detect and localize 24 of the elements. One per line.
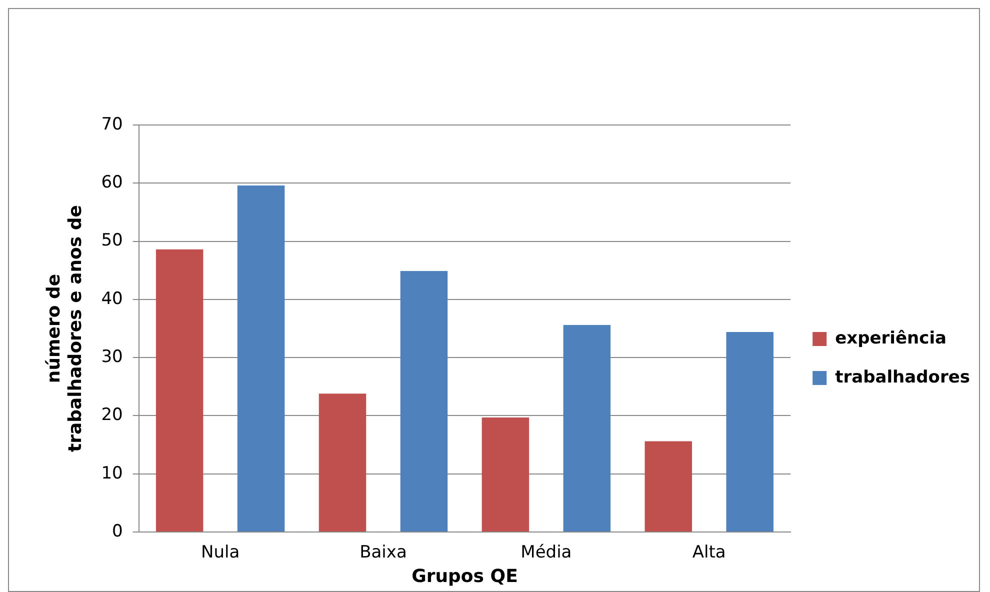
y-tick-label: 40 [101,288,123,309]
y-tick-label: 60 [101,172,123,193]
y-tick-label: 0 [112,521,123,542]
x-tick-label: Baixa [360,542,407,563]
y-tick-label: 50 [101,230,123,251]
bar [237,185,285,532]
y-axis-title: número de trabalhadores e anos de [43,205,86,452]
legend-label: trabalhadores [835,367,970,388]
x-tick-label: Média [520,542,572,563]
bar [563,325,611,532]
bar [644,441,692,532]
x-tick-label: Nula [200,542,240,563]
bar [482,417,530,532]
bar [156,249,204,532]
y-tick-label: 10 [101,463,123,484]
bar [318,394,366,532]
y-tick-label: 30 [101,346,123,367]
y-tick-label: 70 [101,114,123,134]
y-tick-label: 20 [101,405,123,426]
x-axis-title: Grupos QE [412,566,518,587]
x-tick-label: Alta [692,542,726,563]
bar [400,270,448,532]
legend-label: experiência [835,328,947,348]
bar [726,332,774,532]
